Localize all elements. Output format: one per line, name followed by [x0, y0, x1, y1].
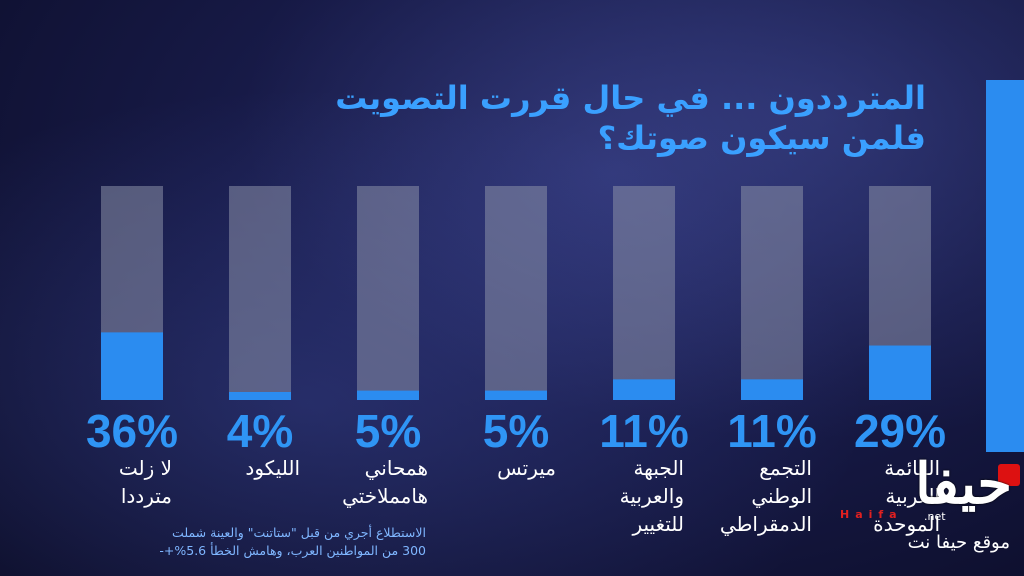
bar-category-label-5-line-0: الليكود: [245, 456, 300, 480]
bar-track-4: [357, 186, 419, 400]
bar-value-label-6: 36%: [85, 405, 179, 457]
bar-category-label-3: ميرتس: [426, 454, 556, 482]
chart-title-line-1: المترددون ... في حال قررت التصويت: [335, 79, 926, 117]
logo-arabic-mark: حيفا: [915, 451, 1012, 517]
logo-latin-text: Haifa: [840, 508, 903, 521]
bar-value-label-5: 4%: [226, 405, 294, 457]
bar-category-label-2: الجبهة والعربية للتغيير: [554, 454, 684, 538]
survey-footnote: الاستطلاع أجري من قبل "ستاتنت" والعينة ش…: [66, 524, 426, 560]
bar-1: [741, 379, 803, 400]
bar-value-label-0: 29%: [853, 405, 947, 457]
bar-category-label-1-line-0: التجمع: [759, 456, 812, 480]
bar-category-label-0-line-1: العربية: [885, 484, 940, 508]
bar-track-1: [741, 186, 803, 400]
bar-category-label-1-line-1: الوطني: [751, 484, 812, 508]
bar-category-label-4-line-1: هامملاختي: [342, 484, 428, 508]
bar-category-label-1-line-2: الدمقراطي: [719, 512, 812, 536]
footnote-line-1: الاستطلاع أجري من قبل "ستاتنت" والعينة ش…: [172, 525, 426, 540]
bar-category-label-2-line-0: الجبهة: [633, 456, 684, 480]
bar-category-label-3-line-0: ميرتس: [497, 456, 556, 480]
bar-category-label-1: التجمع الوطني الدمقراطي: [682, 454, 812, 538]
bar-2: [613, 379, 675, 400]
bar-category-label-4: همحاني هامملاختي: [298, 454, 428, 510]
chart-title-line-2: فلمن سيكون صوتك؟: [597, 119, 926, 157]
footnote-line-2: 300 من المواطنين العرب، وهامش الخطأ 5.6%…: [159, 543, 426, 558]
bar-0: [869, 345, 931, 400]
bar-6: [101, 332, 163, 400]
bar-category-label-6: لا زلت مترددا: [42, 454, 172, 510]
bar-category-label-2-line-2: للتغيير: [632, 512, 684, 536]
bar-category-label-2-line-1: والعربية: [619, 484, 684, 508]
bar-value-label-4: 5%: [354, 405, 422, 457]
bar-3: [485, 390, 547, 400]
bar-category-label-5: الليكود: [170, 454, 300, 482]
bar-track-3: [485, 186, 547, 400]
logo-net-text: .net: [924, 510, 946, 523]
bar-track-5: [229, 186, 291, 400]
bar-category-label-0-line-0: القائمة: [884, 456, 940, 480]
bar-4: [357, 390, 419, 400]
bar-category-label-0: القائمة العربية الموحدة: [810, 454, 940, 538]
bar-5: [229, 392, 291, 400]
logo-site-name: موقع حيفا نت: [907, 532, 1010, 553]
bar-value-label-2: 11%: [599, 405, 689, 457]
bar-category-label-6-line-0: لا زلت: [118, 456, 172, 480]
bar-track-2: [613, 186, 675, 400]
haifa-net-logo: حيفا Haifa .net موقع حيفا نت: [830, 440, 1020, 572]
bar-category-label-6-line-1: مترددا: [120, 484, 172, 508]
logo-red-mark: [998, 464, 1020, 486]
chart-title: المترددون ... في حال قررت التصويت فلمن س…: [286, 78, 926, 158]
bar-value-label-1: 11%: [727, 405, 817, 457]
bar-category-label-4-line-0: همحاني: [364, 456, 428, 480]
bar-value-label-3: 5%: [482, 405, 550, 457]
bar-category-label-0-line-2: الموحدة: [873, 512, 940, 536]
accent-bar: [986, 80, 1024, 452]
